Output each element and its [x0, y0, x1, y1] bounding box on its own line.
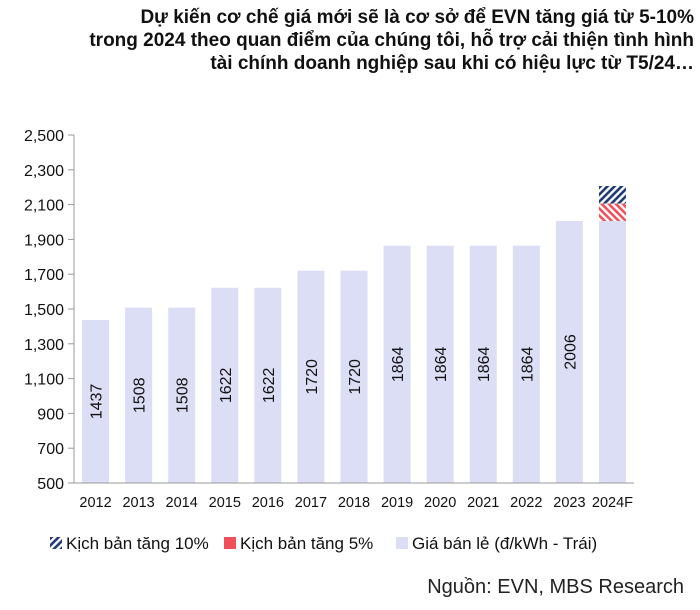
bar-value-label: 1508	[132, 377, 149, 413]
y-tick-label: 2,500	[24, 128, 64, 145]
x-tick-label: 2018	[338, 495, 370, 511]
bar-value-label: 1622	[218, 367, 235, 403]
legend-label: Kịch bản tăng 5%	[240, 534, 373, 553]
bar-2012	[82, 319, 110, 483]
x-tick-label: 2022	[510, 495, 542, 511]
legend-swatch-scenario_5	[224, 537, 236, 549]
legend-swatch-scenario_10	[50, 537, 62, 549]
bar-2024F	[598, 220, 626, 483]
bar-value-label: 1864	[433, 346, 450, 382]
bar-2015	[211, 287, 239, 483]
source-note: Nguồn: EVN, MBS Research	[427, 576, 684, 598]
x-tick-label: 2017	[295, 495, 327, 511]
bar-2021	[469, 245, 497, 483]
y-tick-label: 1,300	[24, 337, 64, 354]
y-tick-label: 1,700	[24, 267, 64, 284]
bar-2014	[168, 307, 196, 483]
y-axis: 500 700 900 1,100 1,300 1,500 1,700 1,900 2,100 2…	[24, 128, 75, 493]
bars: 1437 1508 1508 1622 1622 1720 1720 1864 1864 1864…	[82, 185, 626, 483]
bar-value-label: 1864	[476, 346, 493, 382]
y-tick-label: 700	[37, 441, 64, 458]
x-tick-label: 2016	[252, 495, 284, 511]
y-tick-label: 1,900	[24, 232, 64, 249]
bar-value-label: 1864	[390, 346, 407, 382]
title-line-3: tài chính doanh nghiệp sau khi có hiệu l…	[210, 53, 694, 74]
x-tick-label: 2015	[209, 495, 241, 511]
bar-2023	[555, 220, 583, 483]
bar-scenario-5pct	[598, 203, 626, 221]
legend: Kịch bản tăng 10% Kịch bản tăng 5% Giá bán…	[50, 534, 597, 553]
bar-value-label: 1720	[304, 359, 321, 395]
legend-swatch-bar	[396, 537, 408, 549]
y-tick-label: 900	[37, 406, 64, 423]
bar-2018	[340, 270, 368, 483]
x-tick-label: 2013	[122, 495, 154, 511]
y-tick-label: 1,500	[24, 302, 64, 319]
bar-value-label: 1508	[175, 377, 192, 413]
bar-2013	[125, 307, 153, 483]
title-line-1: Dự kiến cơ chế giá mới sẽ là cơ sở để EV…	[140, 7, 694, 28]
bar-value-label: 1437	[89, 384, 106, 420]
bar-2019	[383, 245, 411, 483]
bar-2020	[426, 245, 454, 483]
x-tick-label: 2024F	[592, 495, 633, 511]
x-tick-label: 2020	[424, 495, 456, 511]
y-tick-label: 2,100	[24, 198, 64, 215]
y-tick-label: 500	[37, 476, 64, 493]
x-tick-label: 2014	[166, 495, 198, 511]
x-tick-label: 2012	[79, 495, 111, 511]
bar-2017	[297, 270, 325, 483]
bar-value-label: 2006	[562, 334, 579, 370]
chart-title: Dự kiến cơ chế giá mới sẽ là cơ sở để EV…	[10, 6, 694, 75]
title-line-2: trong 2024 theo quan điểm của chúng tôi,…	[89, 30, 694, 51]
y-tick-label: 1,100	[24, 372, 64, 389]
x-tick-label: 2023	[553, 495, 585, 511]
x-tick-label: 2019	[381, 495, 413, 511]
x-axis: 2012 2013 2014 2015 2016 2017 2018 2019 2020 2021…	[74, 482, 634, 511]
bar-value-label: 1864	[519, 346, 536, 382]
x-tick-label: 2021	[467, 495, 499, 511]
bar-2022	[512, 245, 540, 483]
bar-value-label: 1720	[347, 359, 364, 395]
bar-scenario-10pct	[598, 185, 626, 204]
legend-label: Giá bán lẻ (đ/kWh - Trái)	[412, 534, 597, 553]
bar-value-label: 1622	[261, 367, 278, 403]
legend-label: Kịch bản tăng 10%	[66, 534, 209, 553]
bar-2016	[254, 287, 282, 483]
y-tick-label: 2,300	[24, 163, 64, 180]
bar-chart: 500 700 900 1,100 1,300 1,500 1,700 1,900 2,100 2…	[24, 128, 634, 553]
